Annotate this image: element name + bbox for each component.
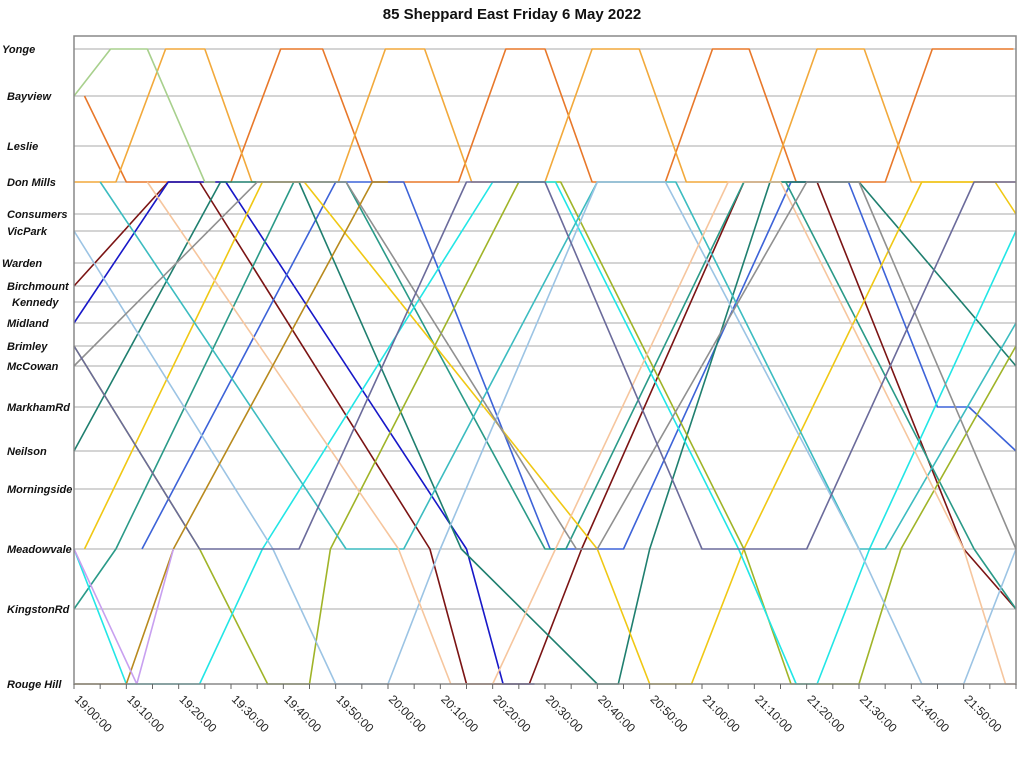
x-tick-label: 21:00:00 — [700, 692, 743, 735]
stop-label: VicPark — [7, 226, 48, 238]
stop-label: Meadowvale — [7, 544, 72, 556]
stop-label: Bayview — [7, 91, 52, 103]
trip-line-17 — [73, 548, 175, 685]
stop-label: Yonge — [2, 44, 35, 56]
trip-line-5 — [141, 181, 1017, 550]
x-tick-label: 20:10:00 — [438, 692, 481, 735]
stop-label: Birchmount — [7, 281, 70, 293]
stop-labels: Yonge Bayview Leslie Don Mills Consumers VicP… — [2, 44, 72, 691]
trip-line-15 — [73, 181, 1016, 550]
stop-label: Warden — [2, 258, 42, 270]
stop-label: Leslie — [7, 141, 38, 153]
stop-label: Morningside — [7, 484, 72, 496]
stop-label: Consumers — [7, 209, 68, 221]
stop-label: Don Mills — [7, 177, 56, 189]
x-tick-label: 20:30:00 — [543, 692, 586, 735]
trip-line-13 — [146, 181, 1016, 685]
stop-label: McCowan — [7, 361, 59, 373]
x-tick-label: 19:10:00 — [124, 692, 167, 735]
x-tick-label: 19:20:00 — [177, 692, 220, 735]
stop-label: Midland — [7, 318, 49, 330]
stop-label: Rouge Hill — [7, 679, 62, 691]
stop-label: Kennedy — [12, 297, 59, 309]
x-tick-label: 21:20:00 — [805, 692, 848, 735]
stop-gridlines — [74, 48, 1016, 685]
x-tick-label: 20:00:00 — [386, 692, 429, 735]
trip-line-7 — [73, 181, 1017, 610]
stop-label: KingstonRd — [7, 604, 70, 616]
x-tick-label: 21:10:00 — [752, 692, 795, 735]
x-tick-label: 19:50:00 — [334, 692, 377, 735]
x-tick-label: 21:30:00 — [857, 692, 900, 735]
stop-label: Neilson — [7, 446, 47, 458]
x-tick-label: 20:20:00 — [491, 692, 534, 735]
stop-label: MarkhamRd — [7, 402, 70, 414]
x-tick-label: 20:50:00 — [648, 692, 691, 735]
x-tick-label: 19:40:00 — [281, 692, 324, 735]
trip-line-1 — [83, 48, 1014, 183]
trip-line-2 — [74, 48, 1016, 183]
stop-label: Brimley — [7, 341, 48, 353]
x-tick-label: 21:50:00 — [962, 692, 1005, 735]
x-tick-label: 20:40:00 — [595, 692, 638, 735]
x-tick-label: 19:00:00 — [72, 692, 115, 735]
x-tick-label: 19:30:00 — [229, 692, 272, 735]
chart-title: 85 Sheppard East Friday 6 May 2022 — [382, 6, 642, 23]
plot-frame — [73, 35, 1017, 685]
trip-line-18 — [73, 48, 216, 183]
time-axis: 19:00:00 19:10:00 19:20:00 19:30:00 19:40:00… — [72, 684, 1017, 735]
x-tick-label: 21:40:00 — [909, 692, 952, 735]
trip-line-14 — [73, 181, 1017, 550]
